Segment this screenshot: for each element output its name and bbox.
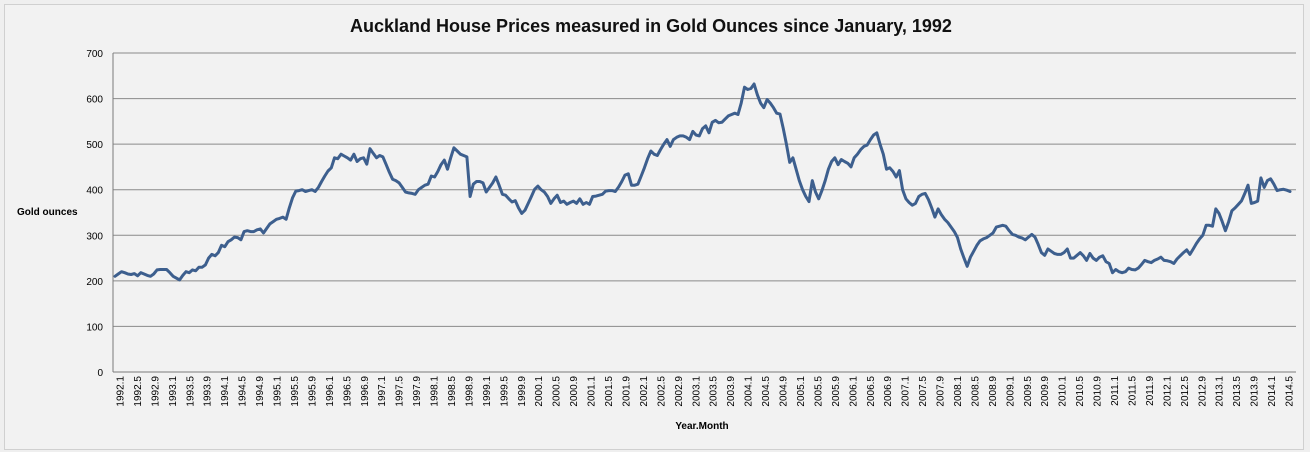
x-tick-label: 2010.5 (1075, 376, 1086, 407)
x-tick-label: 2013.9 (1250, 376, 1261, 407)
x-tick-label: 1995.1 (273, 376, 284, 407)
x-tick-label: 2013.5 (1232, 376, 1243, 407)
chart-area (4, 4, 1304, 450)
x-tick-label: 1998.5 (447, 376, 458, 407)
x-tick-label: 2002.9 (674, 376, 685, 407)
y-tick-labels: 0 100 200 300 400 500 600 700 (86, 49, 103, 379)
x-tick-label: 2000.1 (534, 376, 545, 407)
x-tick-label: 1995.9 (307, 376, 318, 407)
gridlines (113, 52, 1296, 327)
x-tick-label: 2012.1 (1162, 376, 1173, 407)
y-tick-label: 600 (86, 95, 103, 106)
x-tick-label: 2009.5 (1023, 376, 1034, 407)
y-tick-label: 100 (86, 322, 103, 333)
x-tick-label: 1997.5 (395, 376, 406, 407)
x-tick-label: 2003.9 (726, 376, 737, 407)
x-tick-label: 1995.5 (290, 376, 301, 407)
x-tick-label: 2002.1 (639, 376, 650, 407)
x-tick-label: 2005.9 (831, 376, 842, 407)
axes (112, 53, 1296, 373)
x-tick-label: 1999.5 (499, 376, 510, 407)
x-tick-label: 1992.9 (150, 376, 161, 407)
x-tick-label: 2004.1 (744, 376, 755, 407)
x-tick-label: 1999.1 (482, 376, 493, 407)
x-tick-label: 2001.5 (604, 376, 615, 407)
x-tick-label: 2014.5 (1285, 376, 1296, 407)
chart-title: Auckland House Prices measured in Gold O… (350, 16, 952, 36)
x-tick-label: 2010.1 (1058, 376, 1069, 407)
x-tick-label: 2014.1 (1267, 376, 1278, 407)
x-tick-label: 2007.1 (901, 376, 912, 407)
x-axis-title: Year.Month (675, 421, 728, 432)
x-tick-label: 2010.9 (1093, 376, 1104, 407)
x-tick-label: 2007.5 (918, 376, 929, 407)
x-tick-label: 1993.5 (185, 376, 196, 407)
x-tick-label: 2013.1 (1215, 376, 1226, 407)
x-tick-label: 2004.5 (761, 376, 772, 407)
x-tick-label: 1998.1 (430, 376, 441, 407)
x-tick-label: 2006.9 (883, 376, 894, 407)
x-tick-label: 2006.5 (866, 376, 877, 407)
x-tick-label: 1996.5 (342, 376, 353, 407)
x-tick-label: 1993.1 (168, 376, 179, 407)
x-tick-label: 2005.1 (796, 376, 807, 407)
x-tick-label: 2000.5 (552, 376, 563, 407)
x-tick-label: 2011.9 (1145, 376, 1156, 406)
x-tick-label: 1994.1 (220, 376, 231, 407)
series-line-0 (113, 82, 1292, 282)
x-tick-label: 2004.9 (779, 376, 790, 407)
x-tick-label: 1998.9 (464, 376, 475, 407)
y-tick-label: 700 (86, 49, 103, 60)
x-tick-label: 2009.9 (1040, 376, 1051, 407)
x-tick-label: 2012.5 (1180, 376, 1191, 407)
y-axis-title: Gold ounces (17, 207, 78, 218)
x-tick-label: 1996.1 (325, 376, 336, 407)
x-tick-label: 2003.5 (709, 376, 720, 407)
x-tick-label: 2001.9 (621, 376, 632, 407)
x-tick-label: 1997.1 (377, 376, 388, 407)
x-tick-label: 1994.5 (238, 376, 249, 407)
x-tick-label: 2000.9 (569, 376, 580, 407)
y-tick-label: 200 (86, 277, 103, 288)
y-tick-label: 0 (97, 368, 103, 379)
x-tick-label: 1994.9 (255, 376, 266, 407)
x-tick-label: 2008.9 (988, 376, 999, 407)
x-tick-label: 2001.1 (587, 376, 598, 407)
y-tick-label: 400 (86, 186, 103, 197)
x-tick-label: 2008.5 (970, 376, 981, 407)
series-group (113, 82, 1292, 282)
x-tick-label: 2011.5 (1127, 376, 1138, 406)
x-tick-label: 2008.1 (953, 376, 964, 407)
x-tick-label: 2003.1 (691, 376, 702, 407)
y-tick-label: 500 (86, 140, 103, 151)
x-tick-labels: 1992.1 1992.5 1992.9 1993.1 1993.5 1993.9 1994… (116, 376, 1296, 407)
x-tick-label: 2011.1 (1110, 376, 1121, 406)
y-tick-label: 300 (86, 231, 103, 242)
x-tick-label: 1997.9 (412, 376, 423, 407)
x-tick-label: 1992.1 (116, 376, 127, 407)
x-tick-label: 2007.9 (936, 376, 947, 407)
x-tick-label: 1992.5 (133, 376, 144, 407)
x-tick-label: 1996.9 (360, 376, 371, 407)
x-tick-label: 2009.1 (1005, 376, 1016, 407)
x-tick-label: 1999.9 (517, 376, 528, 407)
x-tick-label: 2005.5 (813, 376, 824, 407)
x-tick-label: 2002.5 (656, 376, 667, 407)
x-tick-label: 2006.1 (848, 376, 859, 407)
x-tick-label: 2012.9 (1197, 376, 1208, 407)
x-tick-label: 1993.9 (203, 376, 214, 407)
